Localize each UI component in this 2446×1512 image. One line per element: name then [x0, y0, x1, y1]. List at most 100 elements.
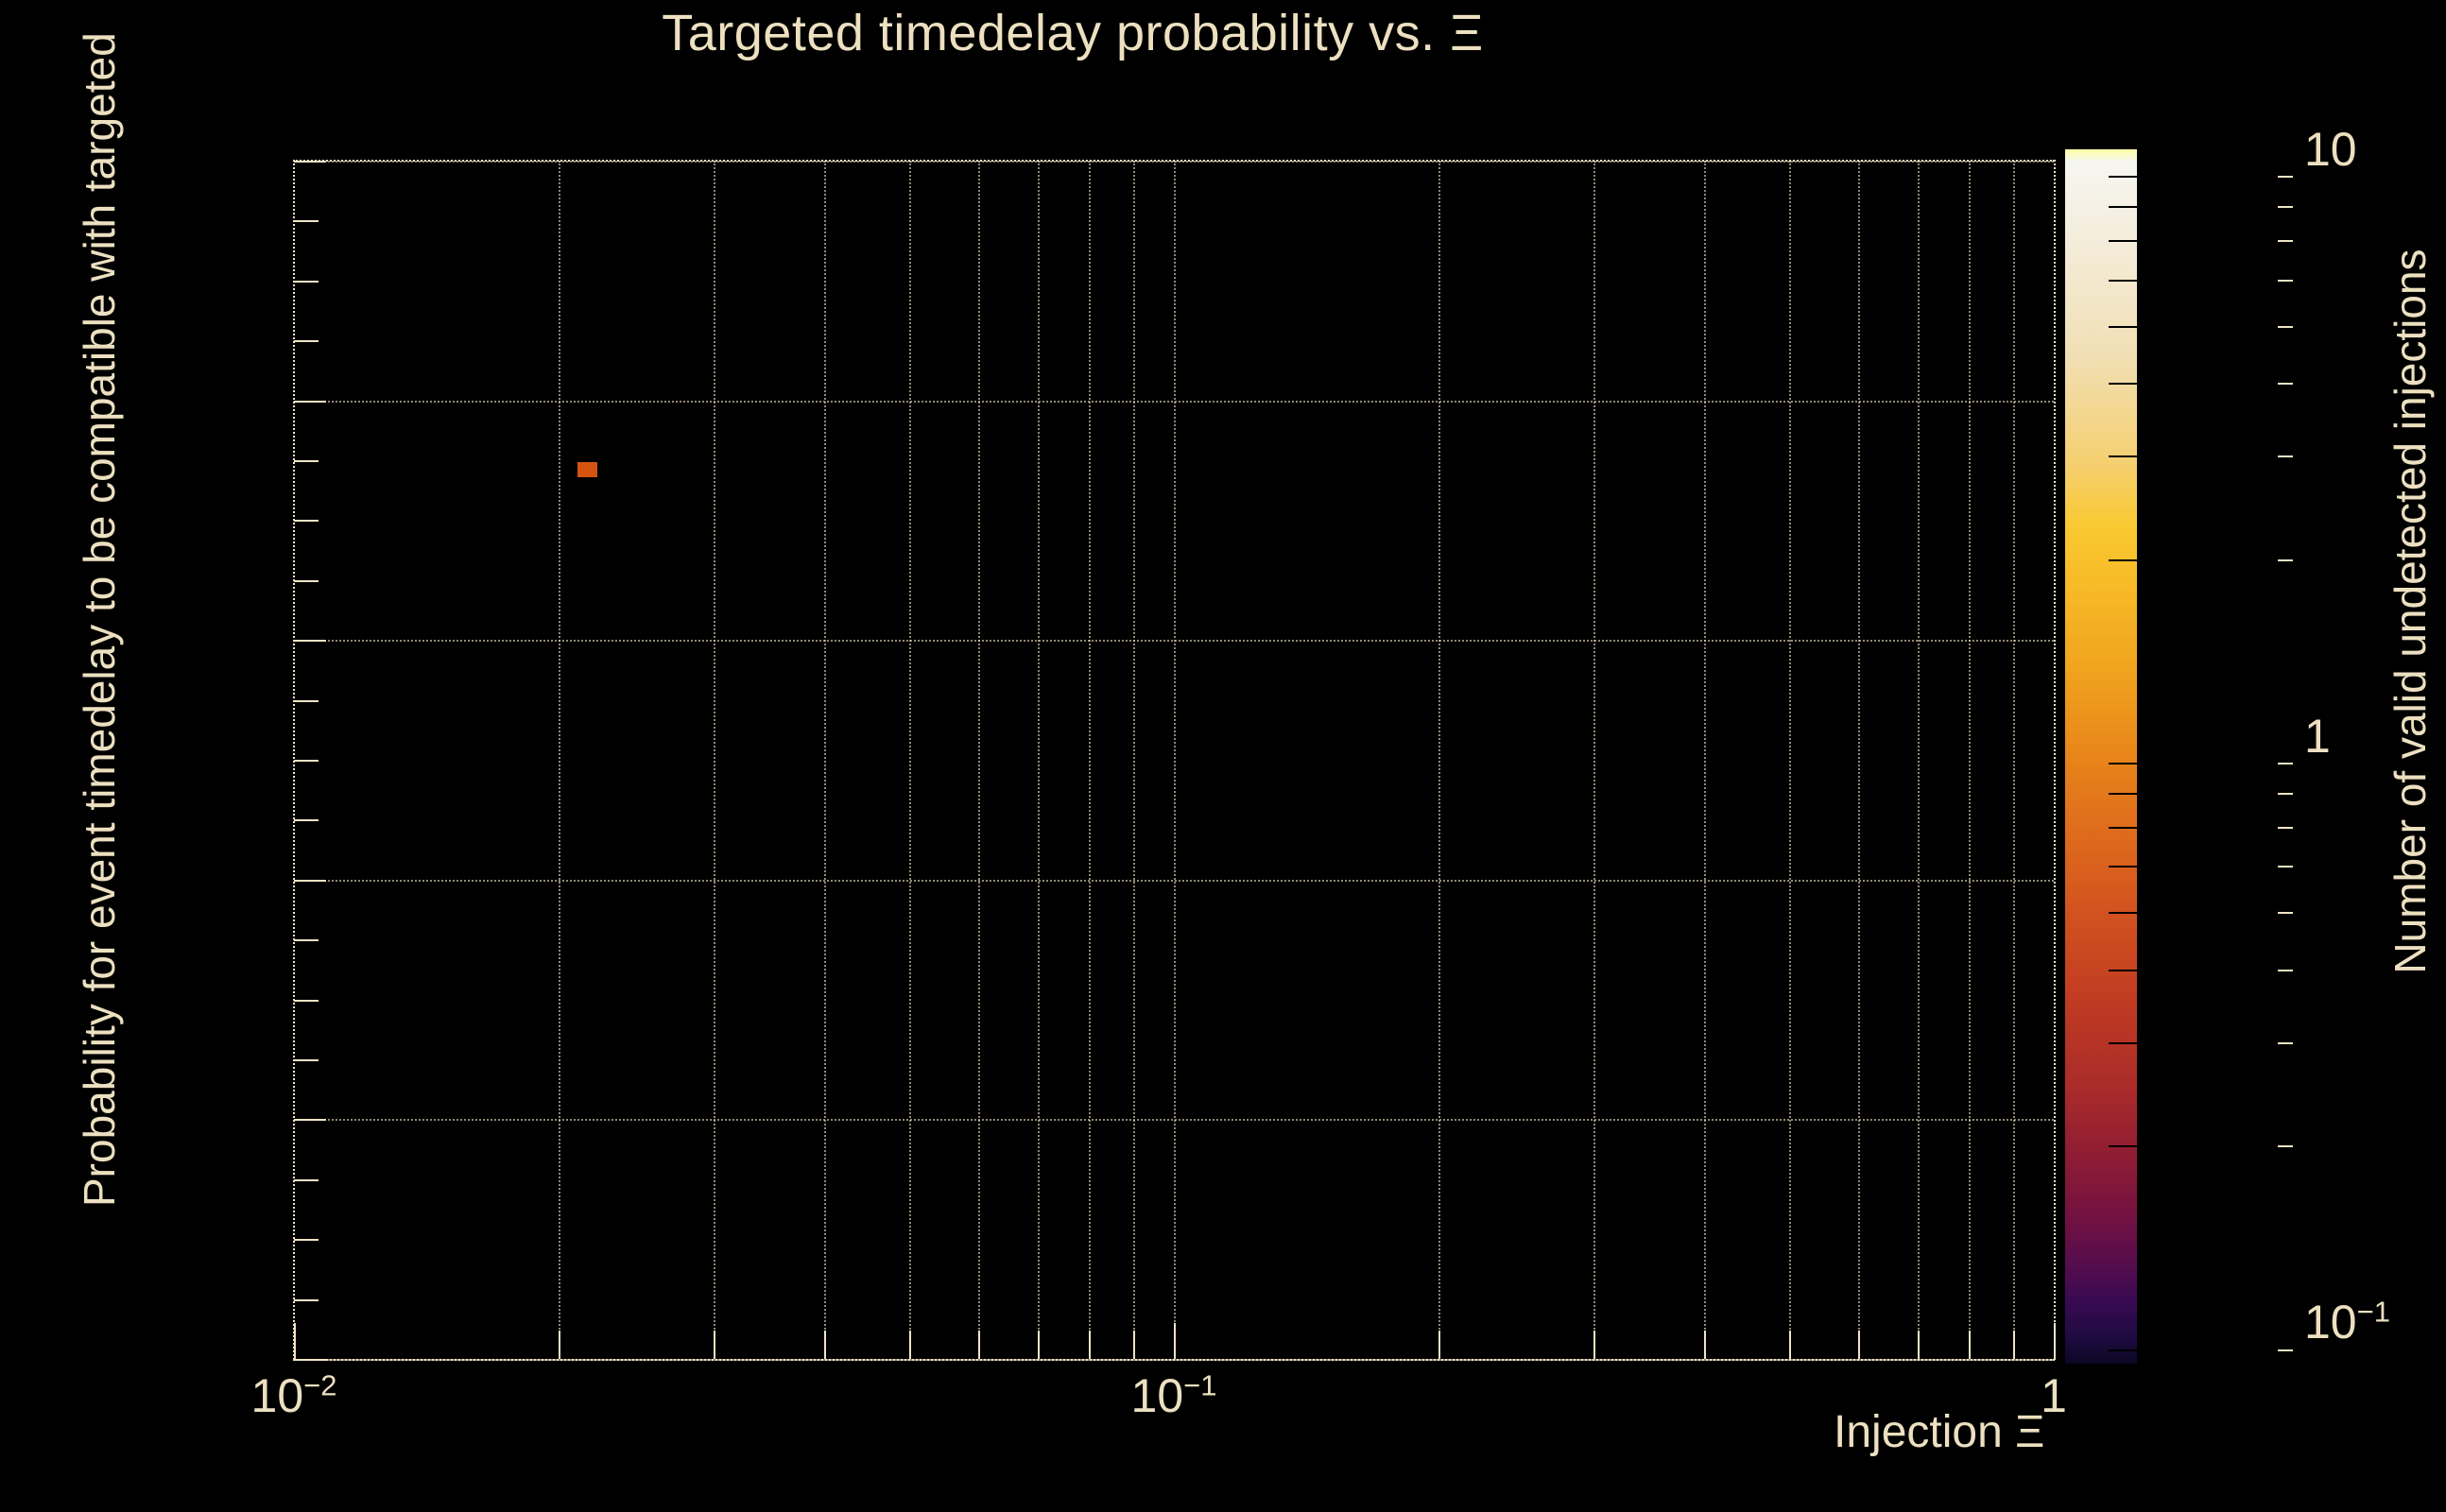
y-axis-line [293, 160, 295, 1360]
x-tick-minor [2013, 1331, 2016, 1359]
colorbar-tick-minor-outer [2278, 382, 2293, 385]
colorbar-gradient [2065, 149, 2137, 1364]
gridline-vertical [1133, 161, 1136, 1359]
gridline-vertical [559, 161, 561, 1359]
gridline-vertical [1438, 161, 1441, 1359]
colorbar-tick-minor [2109, 1349, 2137, 1351]
x-tick-minor [1858, 1331, 1861, 1359]
x-axis-label: Injection Ξ [1834, 1407, 2045, 1457]
colorbar-tick-minor-outer [2278, 1349, 2293, 1351]
colorbar-tick-minor-outer [2278, 240, 2293, 243]
data-point-marker [577, 462, 597, 478]
y-tick-minor [294, 699, 319, 702]
y-tick-major [294, 1119, 326, 1122]
colorbar-tick-minor [2109, 762, 2137, 765]
gridline-vertical [1593, 161, 1596, 1359]
gridline-vertical [1968, 161, 1971, 1359]
gridline-vertical [1917, 161, 1920, 1359]
gridline-vertical [1037, 161, 1040, 1359]
gridline-horizontal [294, 400, 2054, 403]
y-tick-minor [294, 819, 319, 822]
x-tick-minor [1788, 1331, 1791, 1359]
x-tick-major [1174, 1323, 1176, 1359]
x-tick-minor [978, 1331, 981, 1359]
gridline-vertical [2013, 161, 2016, 1359]
y-tick-minor [294, 1239, 319, 1242]
y-axis-label: Probability for event timedelay to be co… [75, 32, 124, 1207]
x-tick-minor [559, 1331, 561, 1359]
colorbar-tick-minor [2109, 206, 2137, 209]
colorbar-tick-minor-outer [2278, 969, 2293, 971]
x-tick-minor [714, 1331, 716, 1359]
y-tick-minor [294, 520, 319, 523]
colorbar-tick-minor-outer [2278, 792, 2293, 795]
y-tick-minor [294, 999, 319, 1002]
colorbar-tick-label: 10 [2304, 123, 2357, 176]
gridline-horizontal [294, 161, 2054, 163]
gridline-vertical [714, 161, 716, 1359]
x-tick-minor [1968, 1331, 1971, 1359]
y-tick-minor [294, 579, 319, 582]
y-tick-minor [294, 340, 319, 343]
colorbar-tick-label: 10−1 [2304, 1295, 2390, 1349]
colorbar-tick-minor [2109, 1145, 2137, 1148]
colorbar-tick-minor [2109, 826, 2137, 829]
top-axis-line [293, 160, 2055, 162]
colorbar-tick-minor [2109, 240, 2137, 243]
y-tick-major [294, 879, 326, 882]
colorbar-tick-minor [2109, 176, 2137, 179]
x-tick-minor [1088, 1331, 1091, 1359]
x-tick-major [294, 1323, 296, 1359]
x-tick-label: 10−1 [1130, 1368, 1217, 1422]
colorbar-tick-minor [2109, 279, 2137, 282]
x-tick-label: 10−2 [250, 1368, 337, 1422]
gridline-vertical [1788, 161, 1791, 1359]
x-tick-minor [1133, 1331, 1136, 1359]
gridline-horizontal [294, 879, 2054, 882]
y-tick-minor [294, 1178, 319, 1181]
y-tick-major [294, 161, 326, 163]
colorbar-tick-minor [2109, 558, 2137, 561]
colorbar-tick-minor-outer [2278, 1145, 2293, 1148]
gridline-vertical [823, 161, 826, 1359]
y-tick-minor [294, 1059, 319, 1061]
gridline-horizontal [294, 1119, 2054, 1122]
y-tick-minor [294, 760, 319, 762]
gridline-vertical [978, 161, 981, 1359]
colorbar-tick-minor [2109, 455, 2137, 458]
right-axis-line [2054, 160, 2056, 1360]
y-tick-major [294, 640, 326, 643]
colorbar-tick-minor [2109, 382, 2137, 385]
y-tick-minor [294, 460, 319, 462]
colorbar-tick-minor-outer [2278, 866, 2293, 868]
colorbar-tick-minor [2109, 866, 2137, 868]
colorbar-tick-minor [2109, 969, 2137, 971]
colorbar-tick-minor-outer [2278, 762, 2293, 765]
colorbar-tick-minor [2109, 792, 2137, 795]
colorbar-tick-label: 1 [2304, 709, 2331, 763]
x-tick-minor [908, 1331, 911, 1359]
colorbar-tick-minor-outer [2278, 206, 2293, 209]
x-tick-minor [1703, 1331, 1706, 1359]
gridline-vertical [908, 161, 911, 1359]
colorbar-tick-minor [2109, 912, 2137, 915]
x-tick-minor [1917, 1331, 1920, 1359]
x-tick-label: 1 [2041, 1369, 2067, 1422]
chart-title: Targeted timedelay probability vs. Ξ [662, 5, 1484, 61]
colorbar-tick-minor [2109, 1042, 2137, 1045]
colorbar-label: Number of valid undetected injections [2386, 249, 2435, 974]
colorbar-tick-minor-outer [2278, 176, 2293, 179]
y-tick-minor [294, 280, 319, 283]
gridline-vertical [1858, 161, 1861, 1359]
colorbar-tick-minor-outer [2278, 325, 2293, 328]
x-axis-line [293, 1359, 2055, 1361]
x-tick-minor [1037, 1331, 1040, 1359]
colorbar-tick-minor-outer [2278, 826, 2293, 829]
x-tick-minor [1593, 1331, 1596, 1359]
y-tick-minor [294, 1298, 319, 1301]
colorbar-tick-minor-outer [2278, 558, 2293, 561]
x-tick-minor [1438, 1331, 1441, 1359]
gridline-vertical [1703, 161, 1706, 1359]
colorbar-tick-minor-outer [2278, 279, 2293, 282]
x-tick-minor [823, 1331, 826, 1359]
